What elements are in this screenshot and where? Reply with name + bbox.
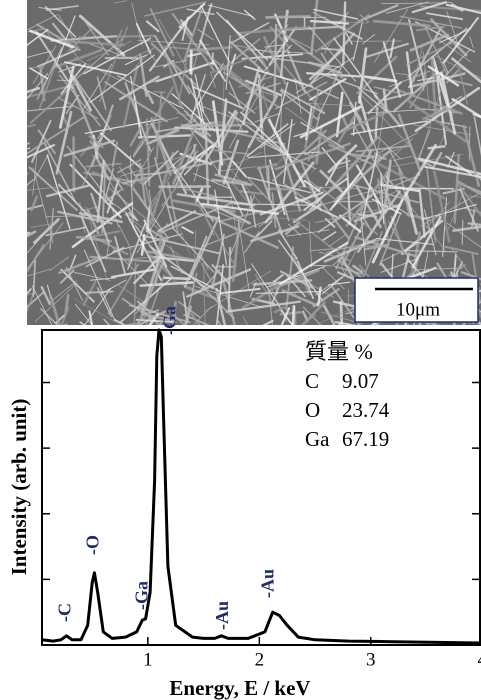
scale-label: 10μm [396, 299, 440, 320]
element: O [305, 398, 320, 422]
nanowire [388, 188, 453, 189]
nanowire [0, 148, 30, 151]
nanowire [267, 17, 310, 18]
spectrum: Energy, E / keV Intensity (arb. unit) 1 2… [7, 306, 481, 700]
nanowire [218, 321, 254, 388]
x-tick-label: 2 [255, 649, 265, 670]
nanowire [311, 265, 331, 266]
nanowire [274, 25, 276, 101]
peak-label: -Au [257, 569, 277, 598]
mass-percent: 9.07 [342, 369, 379, 393]
composition-header: 質量 % [305, 339, 373, 364]
nanowire [80, 322, 125, 352]
x-tick-label: 1 [143, 649, 153, 670]
peak-label: -C [55, 603, 75, 622]
nanowire [4, 143, 29, 144]
peak-label: -Ga [132, 581, 152, 610]
figure: 10μm Energy, E / keV Intensity (arb. uni… [0, 0, 481, 700]
nanowire [111, 324, 133, 328]
nanowire [462, 220, 463, 244]
x-axis-label: Energy, E / keV [169, 676, 310, 700]
peak-label: -O [83, 535, 103, 555]
nanowire [164, 278, 190, 279]
y-axis-label: Intensity (arb. unit) [7, 399, 31, 576]
mass-percent: 23.74 [342, 398, 390, 422]
element: C [305, 369, 319, 393]
mass-percent: 67.19 [342, 427, 389, 451]
x-tick-label: 4 [477, 649, 481, 670]
peak-label: -Ga [159, 306, 179, 335]
nanowire [0, 173, 28, 227]
nanowire [5, 289, 31, 320]
nanowire [0, 233, 29, 244]
element: Ga [305, 427, 330, 451]
nanowire [86, 291, 112, 292]
x-tick-label: 3 [366, 649, 376, 670]
peak-label: -Au [212, 601, 232, 630]
nanowire [7, 324, 67, 348]
nanowire [292, 306, 294, 346]
